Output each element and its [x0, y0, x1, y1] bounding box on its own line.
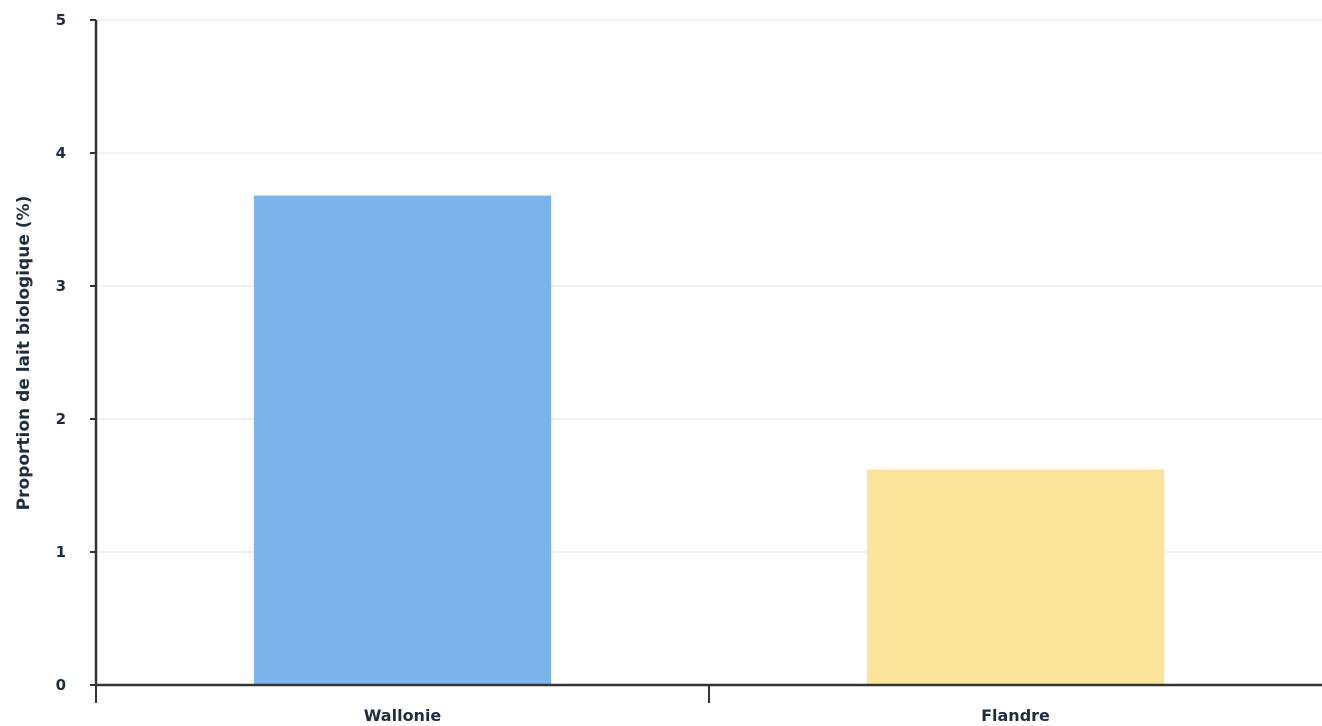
y-tick-label: 4	[56, 144, 66, 162]
y-tick-label: 1	[56, 543, 66, 561]
y-tick-label: 2	[56, 410, 66, 428]
axes	[90, 19, 1322, 703]
y-tick-labels: 0 1 2 3 4 5	[56, 11, 66, 694]
y-axis-title: Proportion de lait biologique (%)	[14, 196, 34, 511]
bar-flandre[interactable]	[866, 469, 1165, 685]
y-tick-label: 0	[56, 676, 66, 694]
y-tick-label: 5	[56, 11, 66, 29]
y-tick-label: 3	[56, 277, 66, 295]
bar-wallonie[interactable]	[253, 195, 552, 685]
x-tick-labels: Wallonie Flandre	[364, 706, 1050, 725]
bars	[253, 195, 1165, 685]
x-tick-label: Flandre	[981, 706, 1050, 725]
x-tick-label: Wallonie	[364, 706, 442, 725]
